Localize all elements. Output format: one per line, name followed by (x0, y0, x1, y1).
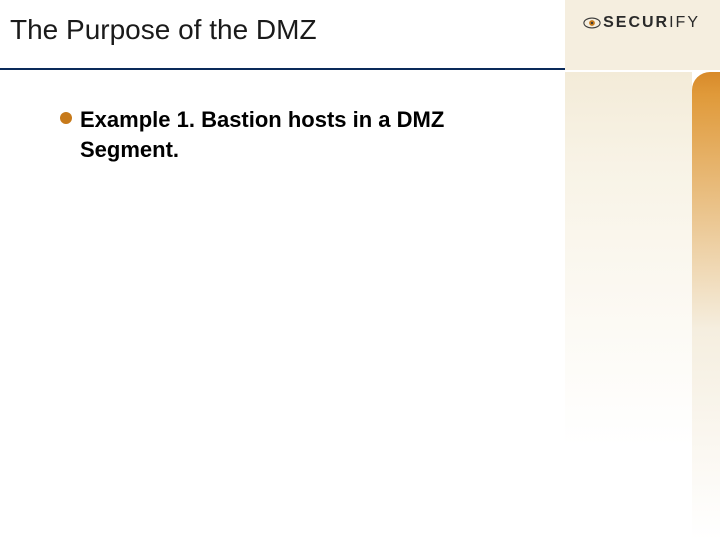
right-cream-gradient (565, 72, 692, 540)
logo-text-light: IFY (669, 14, 700, 31)
content-area: Example 1. Bastion hosts in a DMZ Segmen… (60, 105, 530, 164)
bullet-item: Example 1. Bastion hosts in a DMZ Segmen… (60, 105, 530, 164)
right-decorative-column (565, 72, 720, 540)
slide-title: The Purpose of the DMZ (10, 14, 317, 46)
top-right-cream-block (565, 0, 720, 70)
bullet-text: Example 1. Bastion hosts in a DMZ Segmen… (80, 105, 530, 164)
logo-text: SECURIFY (603, 14, 700, 32)
slide-container: The Purpose of the DMZ SECURIFY Example … (0, 0, 720, 540)
brand-logo: SECURIFY (583, 14, 700, 32)
logo-eye-icon (583, 16, 601, 30)
logo-text-bold: SECUR (603, 14, 669, 31)
right-orange-strip (692, 72, 720, 540)
bullet-dot-icon (60, 112, 72, 124)
